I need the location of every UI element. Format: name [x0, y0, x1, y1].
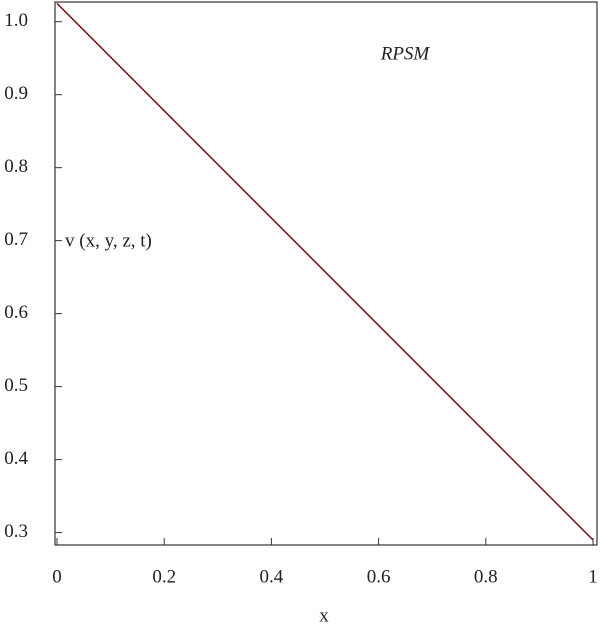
y-tick-label: 0.3: [4, 521, 28, 542]
y-tick-label: 0.6: [4, 302, 28, 323]
y-tick-label: 0.9: [4, 83, 28, 104]
x-tick-label: 0.6: [367, 566, 391, 587]
y-tick-label: 0.8: [4, 156, 28, 177]
line: [56, 2, 594, 541]
plot-frame: [54, 1, 598, 546]
y-tick-label: 1.0: [4, 10, 28, 31]
y-tick-label: 0.5: [4, 375, 28, 396]
x-tick-label: 1: [588, 566, 598, 587]
x-tick-label: 0: [52, 566, 62, 587]
x-tick-label: 0.4: [260, 566, 284, 587]
annotation: RPSM: [380, 43, 431, 64]
x-axis-label: x: [319, 605, 329, 626]
x-tick-label: 0.8: [474, 566, 498, 587]
x-tick-label: 0.2: [152, 566, 176, 587]
y-tick-label: 0.4: [4, 448, 28, 469]
series-label: v (x, y, z, t): [65, 230, 152, 251]
y-tick-label: 0.7: [4, 229, 28, 250]
